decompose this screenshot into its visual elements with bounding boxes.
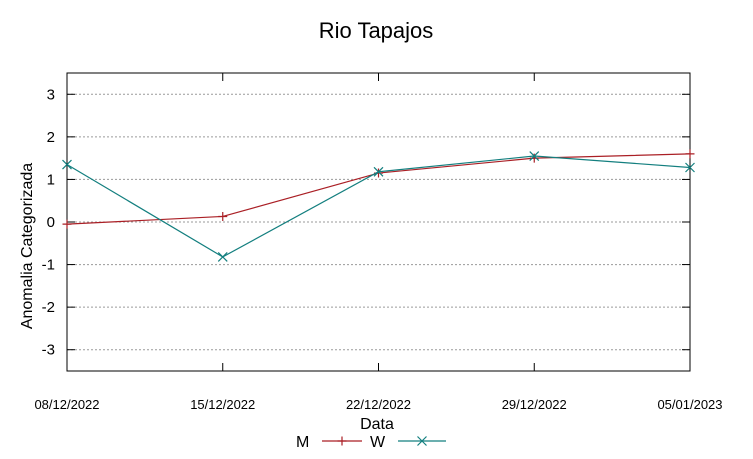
series-w-marker bbox=[529, 151, 540, 161]
y-tick-label: 0 bbox=[47, 214, 55, 231]
x-axis-label: Data bbox=[360, 416, 394, 433]
series-m-line bbox=[66, 153, 691, 225]
x-tick-label: 29/12/2022 bbox=[502, 397, 567, 412]
axis-ticks: -3 -2 -1 0 1 2 3 08/12/2022 15/12/2022 22/12/2022… bbox=[34, 73, 723, 412]
grid-lines bbox=[67, 93, 690, 351]
series-m-marker bbox=[218, 211, 228, 221]
series-w-marker bbox=[217, 251, 228, 262]
y-tick-label: -3 bbox=[42, 342, 55, 359]
x-tick-label: 08/12/2022 bbox=[34, 397, 99, 412]
y-tick-label: 2 bbox=[47, 129, 55, 146]
legend-marker-w bbox=[417, 436, 427, 446]
y-tick-label: -1 bbox=[42, 257, 55, 274]
y-tick-label: -2 bbox=[42, 299, 55, 316]
y-axis-label: Anomalia Categorizada bbox=[19, 163, 36, 329]
legend-label-w: W bbox=[370, 434, 386, 451]
series-w-marker bbox=[373, 166, 384, 177]
chart-title: Rio Tapajos bbox=[319, 18, 434, 43]
legend-label-m: M bbox=[296, 434, 309, 451]
legend-marker-m bbox=[337, 436, 347, 446]
x-tick-label: 15/12/2022 bbox=[190, 397, 255, 412]
series-m-marker bbox=[62, 219, 72, 229]
series-m-marker bbox=[529, 153, 539, 163]
series-layer bbox=[62, 149, 695, 262]
series-w-marker bbox=[62, 159, 72, 170]
y-tick-label: 3 bbox=[47, 86, 55, 103]
y-tick-label: 1 bbox=[47, 171, 55, 188]
x-tick-label: 05/01/2023 bbox=[657, 397, 722, 412]
x-tick-label: 22/12/2022 bbox=[346, 397, 411, 412]
series-m-marker bbox=[685, 149, 695, 159]
series-w-marker bbox=[685, 162, 695, 173]
